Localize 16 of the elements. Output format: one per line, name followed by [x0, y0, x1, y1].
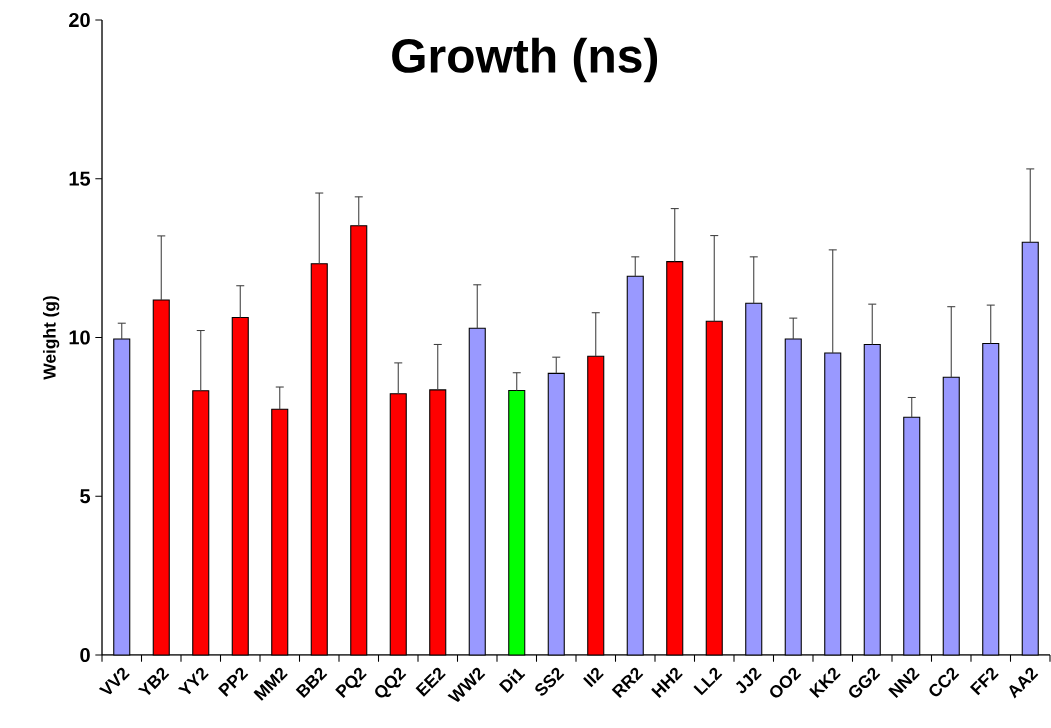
x-tick-label: VV2: [98, 667, 130, 695]
y-tick-label: 20: [69, 12, 90, 28]
x-tick-label: YB2: [137, 667, 170, 695]
y-axis-title: Weight (g): [42, 296, 60, 380]
y-tick-label: 15: [69, 171, 91, 186]
y-tick-label: 0: [80, 647, 90, 663]
x-tick-label: FF2: [969, 667, 999, 696]
y-tick-label: 5: [80, 489, 91, 504]
x-tick-label: LL2: [693, 667, 723, 696]
x-tick-label: II2: [583, 667, 604, 688]
y-tick-label: 10: [69, 330, 90, 345]
x-tick-label: YY2: [177, 667, 209, 695]
chart-title: Growth (ns): [392, 37, 658, 83]
x-tick-label: Di1: [498, 668, 526, 693]
x-tick-label: SS2: [535, 667, 565, 696]
x-tick-label: JJ2: [735, 667, 762, 694]
